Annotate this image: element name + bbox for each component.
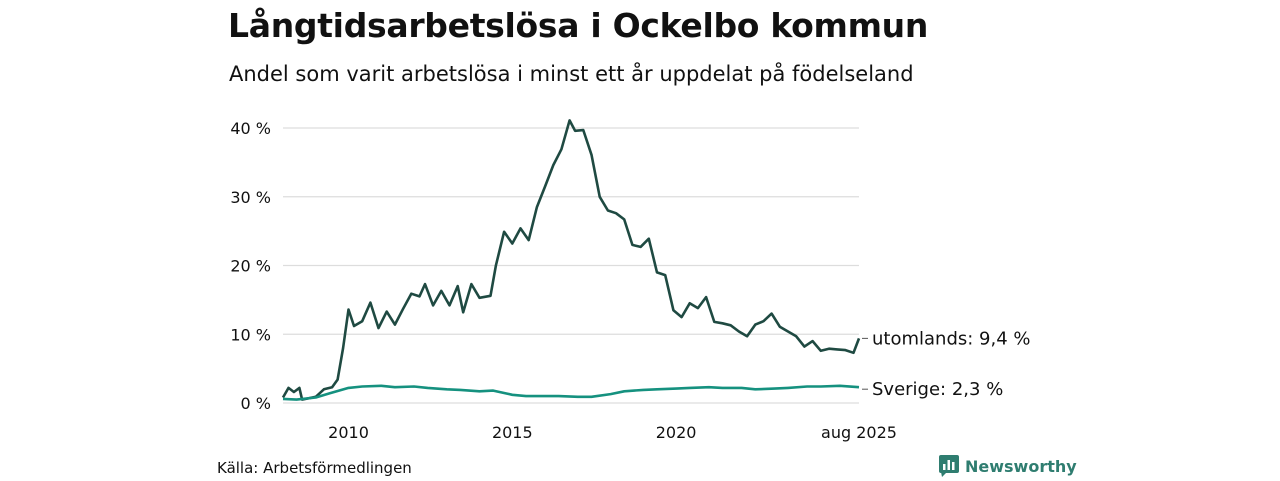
- y-tick-label: 40 %: [230, 119, 271, 138]
- gridlines: [283, 127, 859, 404]
- series-lines: [281, 119, 861, 401]
- series-line-sverige: [282, 384, 860, 401]
- end-label-sverige: Sverige: 2,3 %: [872, 379, 1003, 400]
- x-tick-label: 2015: [492, 423, 533, 442]
- y-tick-label: 20 %: [230, 257, 271, 276]
- brand-logo[interactable]: Newsworthy: [939, 455, 1077, 477]
- end-labels: utomlands: 9,4 % Sverige: 2,3 %: [862, 328, 1031, 400]
- x-tick-label: aug 2025: [821, 423, 897, 442]
- end-label-utomlands: utomlands: 9,4 %: [872, 328, 1031, 349]
- y-tick-label: 10 %: [230, 325, 271, 344]
- source-note: Källa: Arbetsförmedlingen: [217, 459, 412, 477]
- axes: 0 % 10 % 20 % 30 % 40 % 2010 2015 2020 aug 2025: [230, 119, 897, 442]
- chart-title: Långtidsarbetslösa i Ockelbo kommun: [228, 6, 929, 45]
- series-line-utomlands: [281, 119, 861, 401]
- y-tick-label: 30 %: [230, 188, 271, 207]
- y-tick-label: 0 %: [241, 394, 271, 413]
- brand-name: Newsworthy: [965, 456, 1077, 476]
- chart-subtitle: Andel som varit arbetslösa i minst ett å…: [229, 62, 914, 86]
- newsworthy-logo-icon: [939, 455, 959, 477]
- x-tick-label: 2010: [328, 423, 369, 442]
- x-tick-label: 2020: [656, 423, 697, 442]
